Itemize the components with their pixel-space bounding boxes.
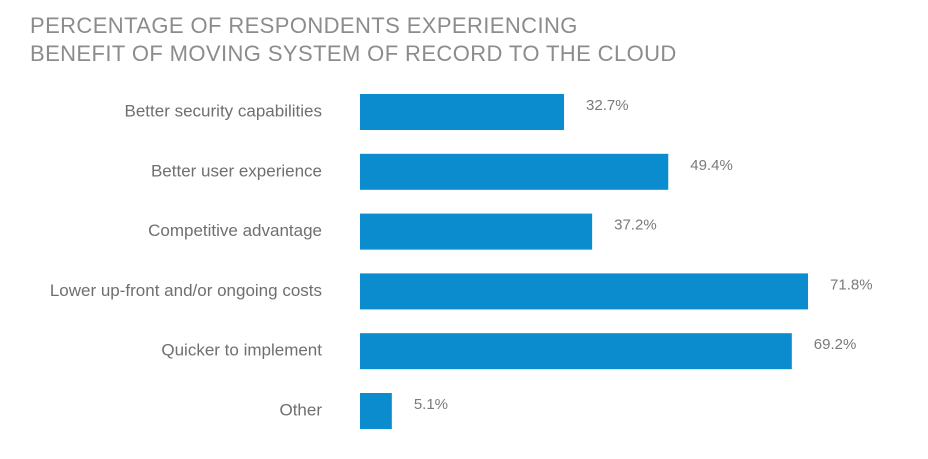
category-label: Competitive advantage	[148, 221, 322, 240]
bar	[360, 333, 792, 370]
value-label: 71.8%	[830, 276, 873, 293]
category-label: Other	[279, 400, 322, 419]
chart-title: PERCENTAGE OF RESPONDENTS EXPERIENCING B…	[30, 12, 910, 68]
bar	[360, 273, 809, 310]
value-label: 5.1%	[414, 396, 448, 413]
value-label: 49.4%	[690, 157, 733, 174]
bar	[360, 213, 593, 250]
value-label: 37.2%	[614, 217, 657, 234]
bar	[360, 153, 669, 190]
chart-title-line-2: BENEFIT OF MOVING SYSTEM OF RECORD TO TH…	[30, 41, 677, 66]
value-label: 69.2%	[814, 336, 857, 353]
category-label: Better security capabilities	[125, 101, 322, 120]
category-label: Lower up-front and/or ongoing costs	[50, 281, 322, 300]
bar	[360, 393, 392, 429]
category-label: Quicker to implement	[161, 341, 322, 360]
category-label: Better user experience	[151, 161, 322, 180]
chart-title-line-1: PERCENTAGE OF RESPONDENTS EXPERIENCING	[30, 13, 578, 38]
bar	[360, 94, 565, 130]
value-label: 32.7%	[586, 97, 629, 114]
